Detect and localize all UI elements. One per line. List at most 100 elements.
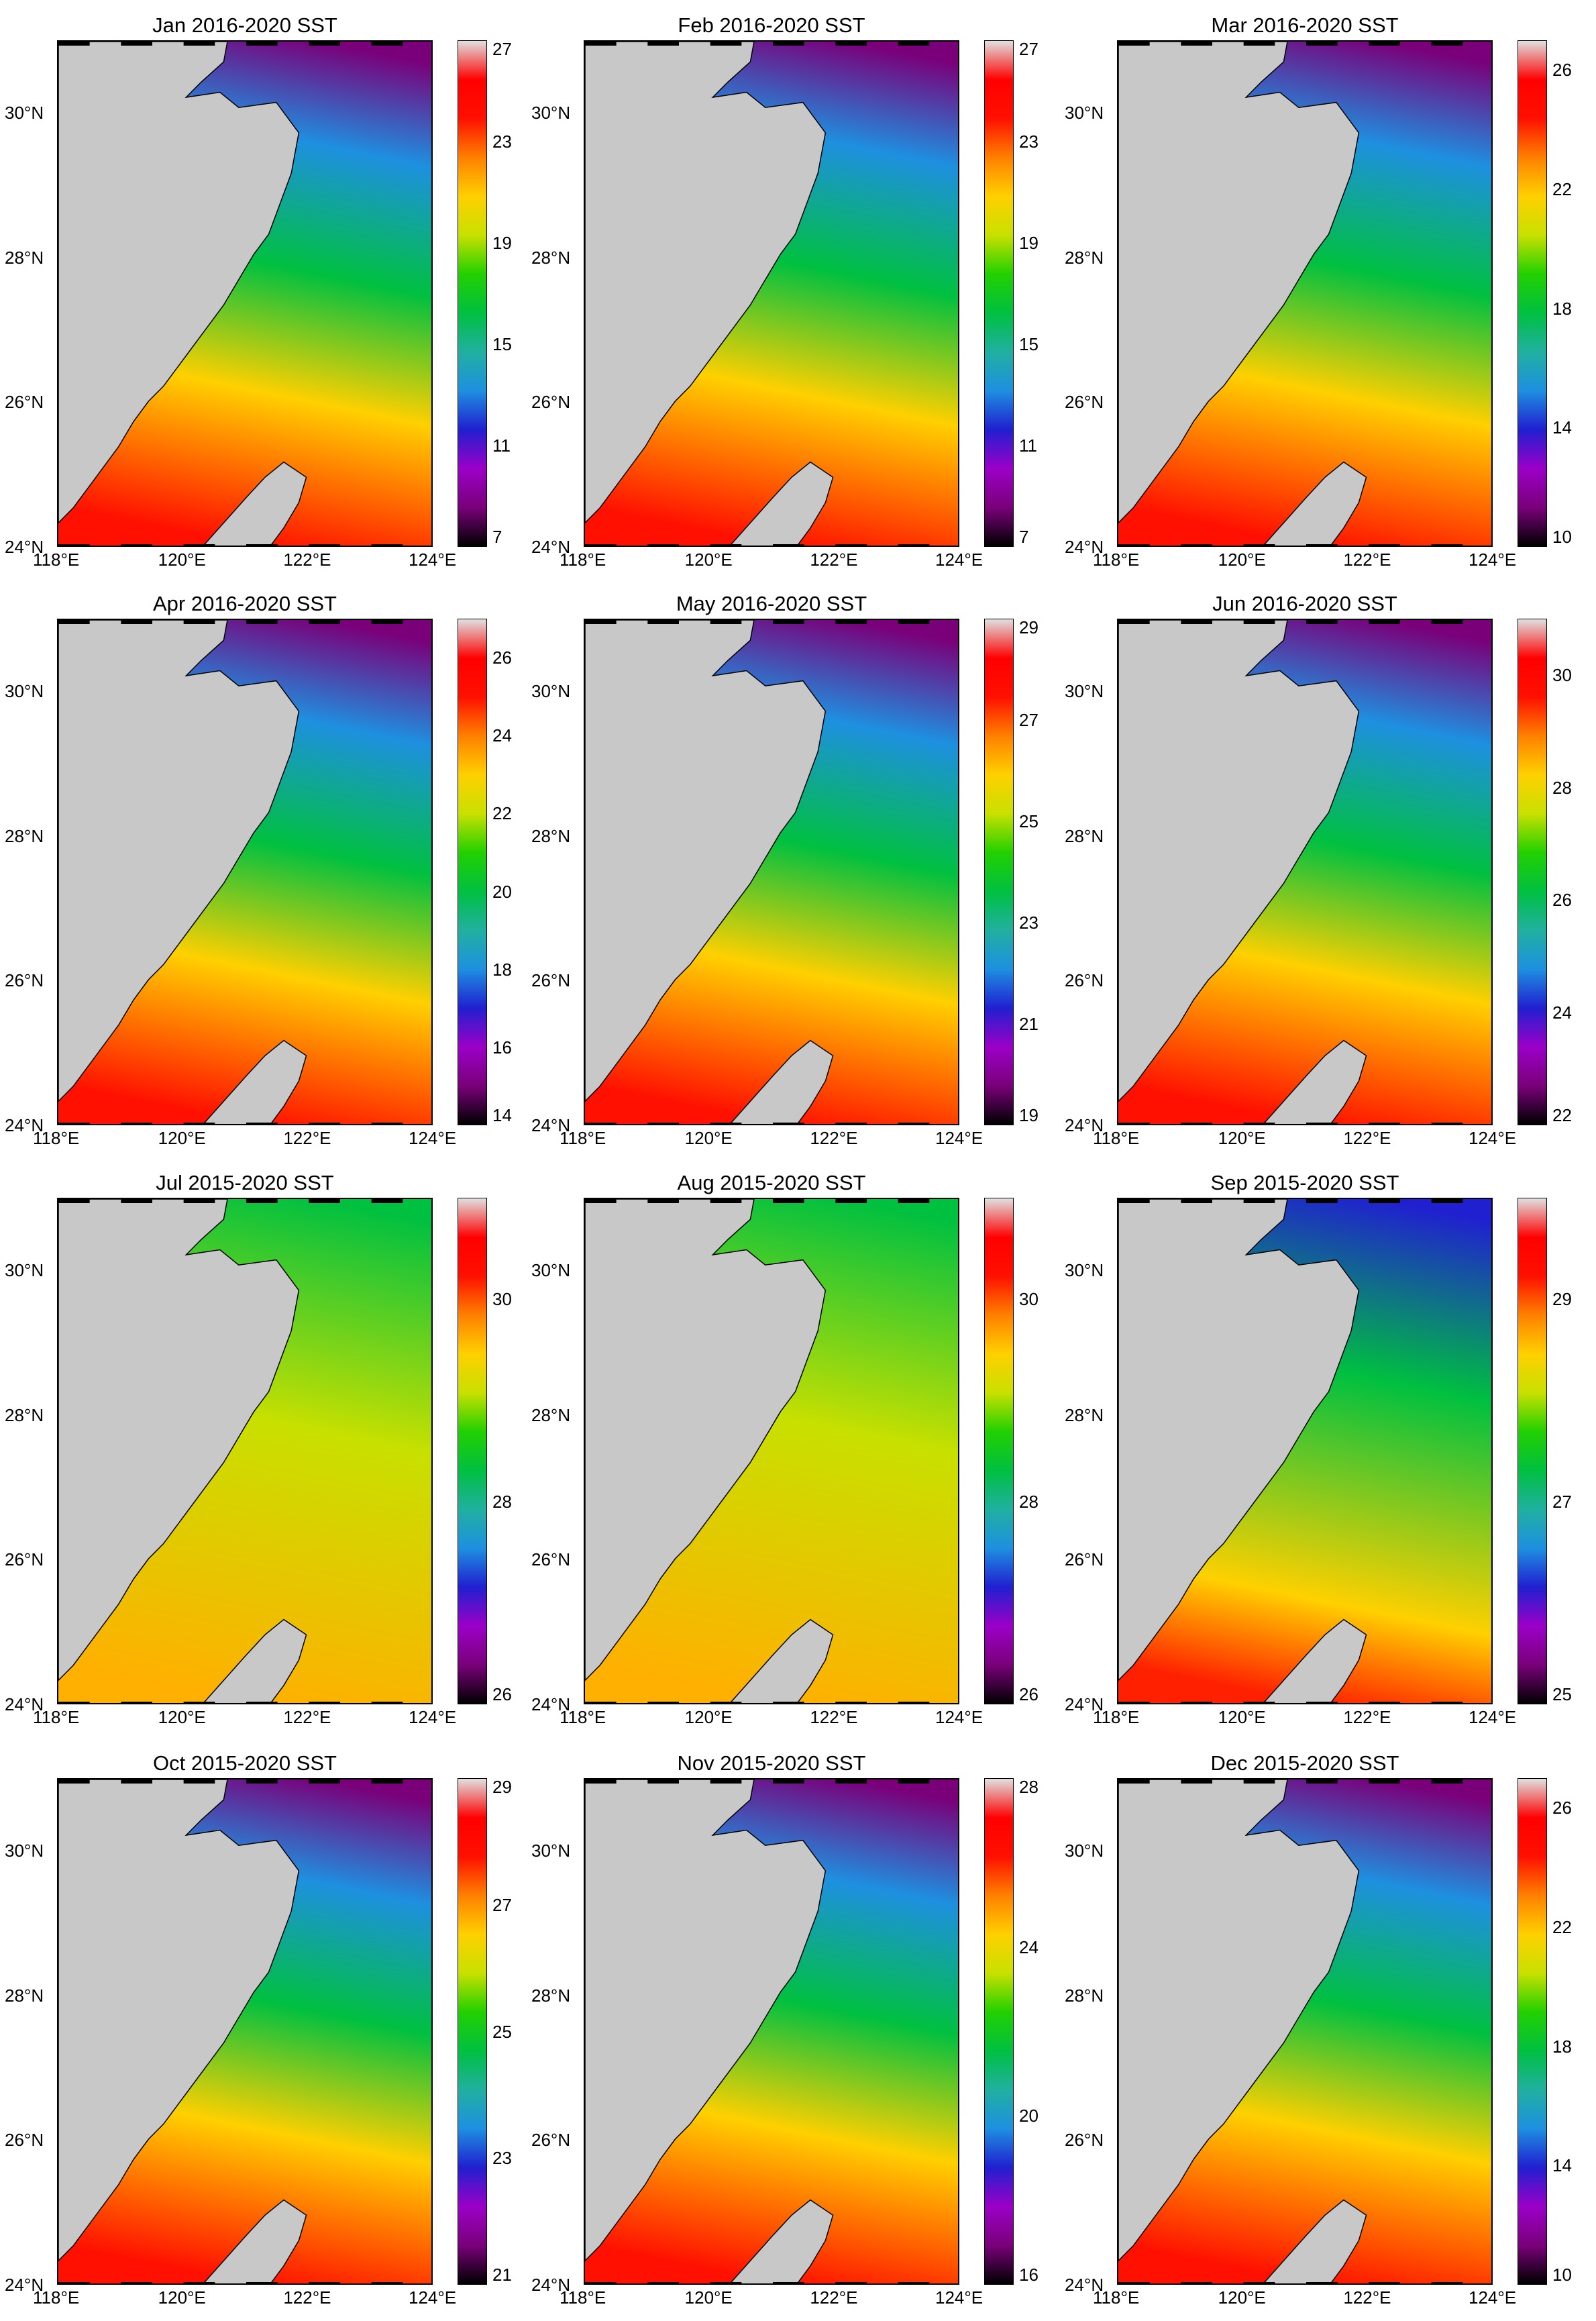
colorbar	[984, 1778, 1014, 2285]
colorbar-tick-label: 26	[1019, 1684, 1039, 1704]
lon-tick-label: 120°E	[684, 2287, 733, 2308]
taiwan-island	[1263, 1039, 1367, 1124]
sst-field	[58, 42, 431, 546]
mainland	[585, 42, 827, 524]
panel-title: Jan 2016-2020 SST	[152, 13, 337, 37]
panel-title: Jul 2015-2020 SST	[156, 1171, 334, 1194]
colorbar-tick-label: 10	[1552, 527, 1572, 547]
lon-tick-label: 124°E	[409, 2287, 457, 2308]
sst-field	[1118, 1780, 1491, 2283]
panel-title: Dec 2015-2020 SST	[1210, 1751, 1399, 1775]
sst-field	[1118, 1199, 1491, 1703]
lat-tick-label: 24°N	[1065, 1694, 1104, 1714]
lon-tick-label: 120°E	[684, 1128, 733, 1148]
sst-map	[1117, 40, 1493, 547]
lat-tick-label: 28°N	[5, 1404, 44, 1425]
lon-tick-label: 124°E	[1469, 1128, 1517, 1148]
lon-tick-label: 122°E	[283, 550, 331, 570]
colorbar-tick-label: 23	[1019, 132, 1039, 152]
panel-title: Apr 2016-2020 SST	[152, 592, 337, 615]
lon-tick-label: 122°E	[1343, 550, 1391, 570]
lat-tick-label: 30°N	[531, 680, 571, 701]
lat-tick-label: 26°N	[531, 1549, 571, 1570]
lon-tick-label: 124°E	[1469, 550, 1517, 570]
lon-tick-label: 124°E	[1469, 1707, 1517, 1727]
sst-map	[1117, 619, 1493, 1125]
lon-tick-label: 118°E	[1093, 2287, 1140, 2308]
colorbar-tick-label: 16	[1019, 2265, 1039, 2285]
colorbar	[458, 40, 487, 547]
colorbar	[984, 40, 1014, 547]
mainland	[58, 620, 300, 1102]
panel-title: Sep 2015-2020 SST	[1210, 1171, 1399, 1194]
lat-tick-label: 30°N	[1065, 102, 1104, 123]
lon-tick-label: 124°E	[1469, 2287, 1517, 2308]
lat-tick-label: 24°N	[1065, 2275, 1104, 2295]
colorbar-tick-label: 19	[492, 233, 512, 253]
taiwan-island	[729, 1618, 834, 1703]
colorbar-tick-label: 27	[492, 39, 512, 59]
colorbar-tick-label: 29	[1019, 617, 1039, 637]
colorbar-tick-label: 18	[1552, 2036, 1572, 2057]
lon-tick-label: 118°E	[1093, 1707, 1140, 1727]
lon-tick-label: 118°E	[33, 2287, 80, 2308]
mainland	[585, 1199, 827, 1682]
colorbar-tick-label: 26	[492, 1684, 512, 1704]
lat-tick-label: 26°N	[531, 970, 571, 991]
sst-map	[57, 1198, 433, 1704]
mainland	[1118, 1780, 1360, 2262]
lat-tick-label: 28°N	[5, 247, 44, 268]
lon-tick-label: 118°E	[1093, 550, 1140, 570]
colorbar-tick-label: 15	[1019, 334, 1039, 354]
lon-tick-label: 118°E	[33, 550, 80, 570]
lat-tick-label: 30°N	[531, 1259, 571, 1280]
colorbar-tick-label: 24	[1019, 1937, 1039, 1957]
panel-title: Oct 2015-2020 SST	[153, 1751, 337, 1775]
lat-tick-label: 24°N	[5, 2275, 44, 2295]
mainland	[1118, 1199, 1360, 1682]
lon-tick-label: 122°E	[283, 2287, 331, 2308]
sst-field	[585, 1780, 958, 2283]
colorbar-tick-label: 21	[1019, 1014, 1039, 1034]
lon-tick-label: 122°E	[810, 550, 858, 570]
lon-tick-label: 118°E	[1093, 1128, 1140, 1148]
colorbar-tick-label: 25	[1019, 811, 1039, 831]
lon-tick-label: 120°E	[158, 1128, 206, 1148]
sst-map	[57, 1778, 433, 2285]
colorbar-tick-label: 28	[492, 1492, 512, 1512]
colorbar-tick-label: 18	[492, 959, 512, 980]
sst-map	[584, 1198, 959, 1704]
taiwan-island	[203, 1039, 307, 1124]
lat-tick-label: 30°N	[5, 102, 44, 123]
colorbar-tick-label: 26	[1552, 60, 1572, 81]
colorbar-tick-label: 20	[1019, 2106, 1039, 2126]
sst-field	[585, 620, 958, 1124]
colorbar-tick-label: 21	[492, 2265, 512, 2285]
lat-tick-label: 30°N	[531, 102, 571, 123]
lat-tick-label: 26°N	[1065, 970, 1104, 991]
sst-field	[1118, 42, 1491, 546]
panel-title: Aug 2015-2020 SST	[677, 1171, 866, 1194]
mainland	[58, 1199, 300, 1682]
sst-field	[58, 620, 431, 1124]
colorbar	[1518, 619, 1547, 1125]
colorbar-tick-label: 27	[1552, 1492, 1572, 1512]
colorbar-tick-label: 25	[1552, 1684, 1572, 1704]
lat-tick-label: 24°N	[5, 1115, 44, 1135]
colorbar-tick-label: 27	[492, 1894, 512, 1915]
lon-tick-label: 124°E	[409, 1707, 457, 1727]
lat-tick-label: 30°N	[5, 680, 44, 701]
colorbar	[1518, 1198, 1547, 1704]
mainland	[585, 1780, 827, 2262]
lon-tick-label: 122°E	[810, 1128, 858, 1148]
sst-map	[584, 619, 959, 1125]
colorbar-tick-label: 15	[492, 334, 512, 354]
colorbar-tick-label: 27	[1019, 710, 1039, 730]
sst-map	[1117, 1198, 1493, 1704]
lon-tick-label: 120°E	[684, 550, 733, 570]
lat-tick-label: 26°N	[531, 392, 571, 413]
lat-tick-label: 24°N	[5, 1694, 44, 1714]
taiwan-island	[203, 1618, 307, 1703]
lon-tick-label: 118°E	[33, 1128, 80, 1148]
